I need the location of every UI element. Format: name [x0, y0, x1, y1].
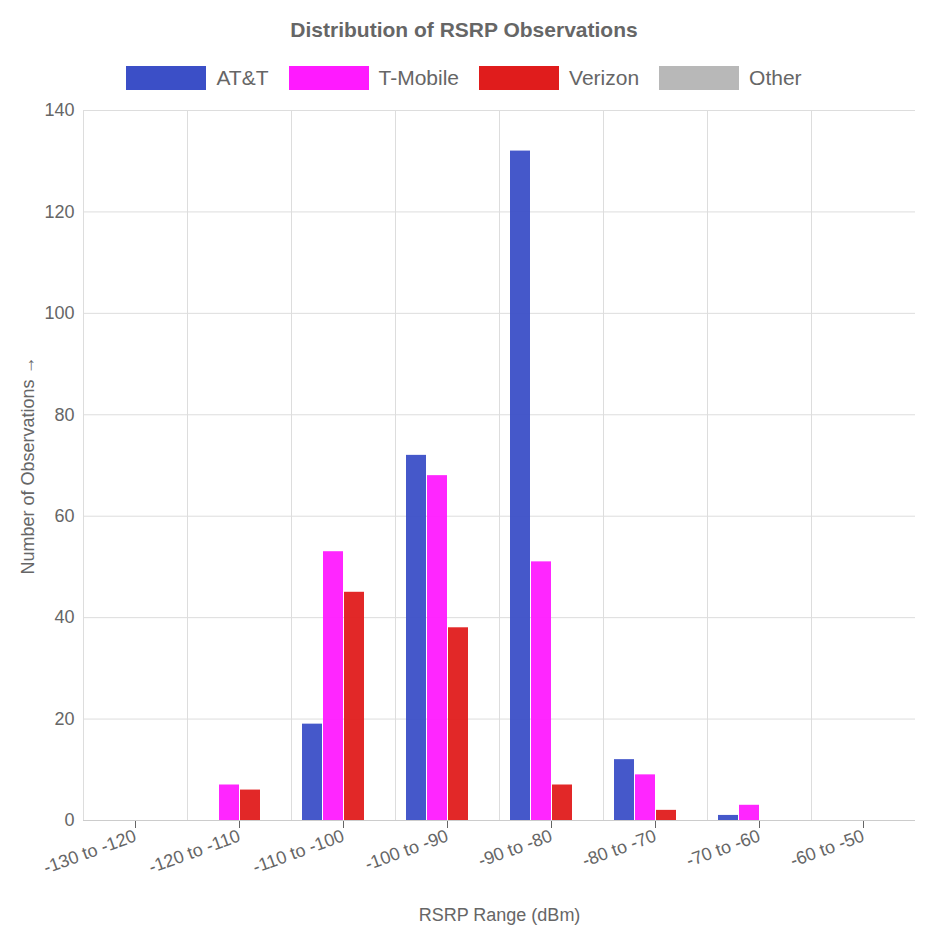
- html-text:T-Mobile: T-Mobile: [378, 66, 459, 89]
- html-text:Distribution of RSRP Observati: Distribution of RSRP Observations: [290, 18, 638, 41]
- svg-text:20: 20: [54, 709, 74, 729]
- svg-text:-60 to -50: -60 to -50: [788, 826, 867, 871]
- svg-text:-80 to -70: -80 to -70: [580, 826, 659, 871]
- svg-text:40: 40: [54, 607, 74, 627]
- svg-text:0: 0: [64, 810, 74, 830]
- svg-text:60: 60: [54, 506, 74, 526]
- svg-text:-100 to -90: -100 to -90: [362, 826, 451, 875]
- svg-text:80: 80: [54, 405, 74, 425]
- svg-text:-120 to -110: -120 to -110: [146, 826, 243, 878]
- svg-text:100: 100: [44, 303, 74, 323]
- svg-text:-70 to -60: -70 to -60: [684, 826, 763, 871]
- svg-text:-110 to -100: -110 to -100: [250, 826, 347, 878]
- svg-text:140: 140: [44, 100, 74, 120]
- svg-text:-130 to -120: -130 to -120: [41, 826, 139, 878]
- html-text:AT&T: AT&T: [216, 66, 269, 89]
- svg-text:RSRP Range (dBm): RSRP Range (dBm): [419, 905, 581, 925]
- svg-text:Number of Observations →: Number of Observations →: [18, 356, 38, 574]
- svg-text:120: 120: [44, 202, 74, 222]
- html-text:Verizon: Verizon: [569, 66, 640, 89]
- svg-text:-90 to -80: -90 to -80: [476, 826, 555, 871]
- html-text:Other: Other: [749, 66, 802, 89]
